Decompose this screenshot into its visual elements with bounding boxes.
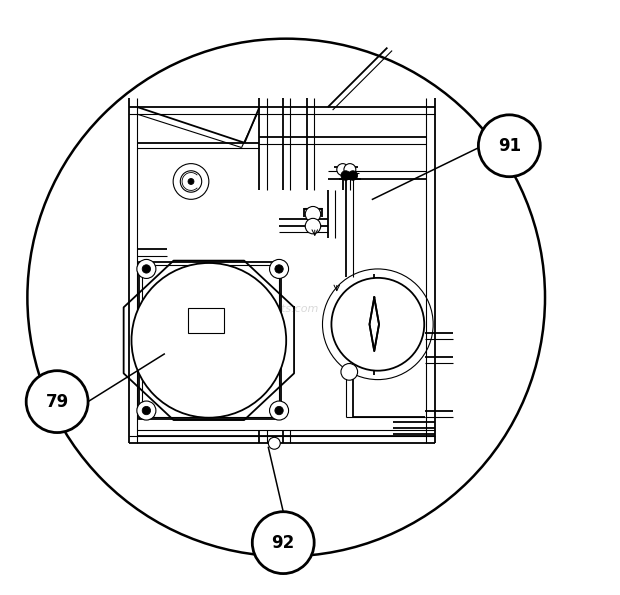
Circle shape [341,364,358,380]
Bar [139,262,281,419]
Circle shape [188,178,194,184]
Circle shape [337,164,348,176]
Text: 92: 92 [272,534,295,552]
Circle shape [344,164,356,176]
Circle shape [332,278,424,371]
Circle shape [270,259,288,278]
Circle shape [137,259,156,278]
Text: eReplacementParts.com: eReplacementParts.com [182,305,319,314]
Circle shape [142,406,151,415]
Bar [142,265,279,416]
Polygon shape [370,298,379,351]
Circle shape [173,164,209,199]
Circle shape [348,171,358,180]
Circle shape [341,171,350,180]
Circle shape [270,401,288,420]
Circle shape [131,263,286,418]
Circle shape [275,406,283,415]
Bar [188,308,224,333]
Circle shape [305,218,321,234]
Circle shape [142,265,151,273]
Circle shape [252,512,314,574]
Circle shape [268,437,280,449]
Text: 79: 79 [45,393,69,411]
Circle shape [137,401,156,420]
Text: 91: 91 [498,137,521,155]
Circle shape [479,115,540,177]
Circle shape [180,171,202,192]
Circle shape [275,265,283,273]
Circle shape [26,371,88,433]
Circle shape [305,206,321,222]
